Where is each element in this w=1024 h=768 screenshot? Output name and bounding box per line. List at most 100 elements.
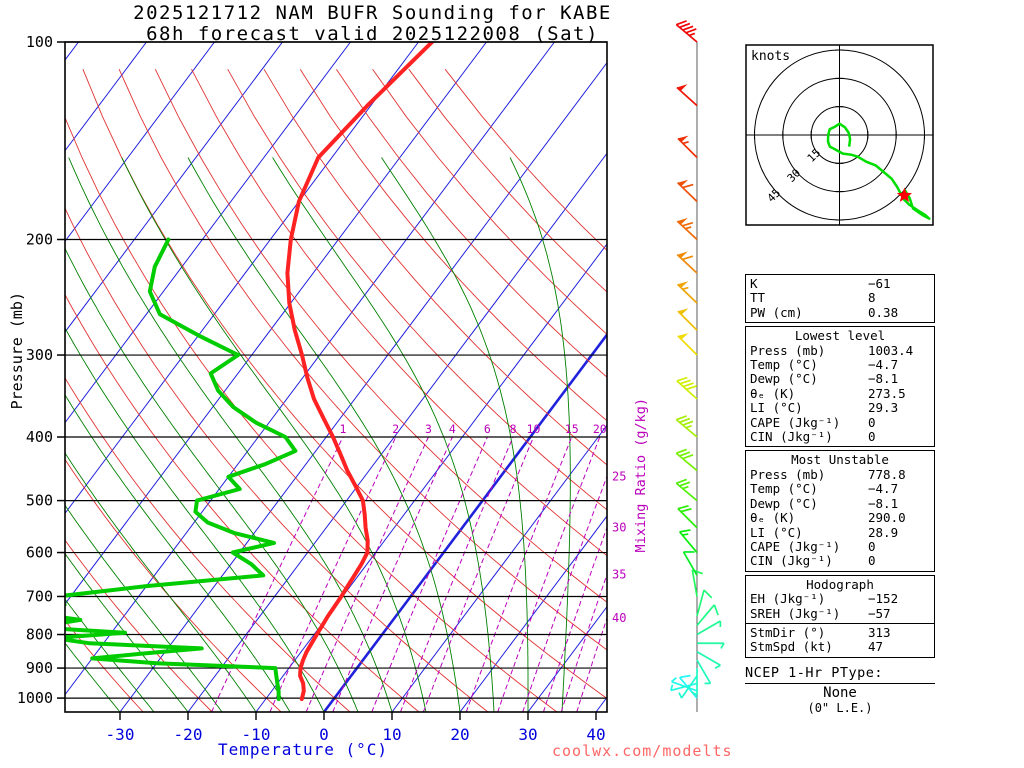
stats-panel: K −61 TT 8 PW (cm) 0.38 Lowest level Press (m… [745, 274, 935, 715]
ptype-block: NCEP 1-Hr PType: None (0" L.E.) [745, 665, 935, 715]
stat-row: CAPE (Jkg⁻¹) 0 [750, 538, 930, 554]
mixing-ratio-labels: 1 2 3 4 6 8 10 15 20 25 30 35 40 [340, 422, 627, 625]
stat-label: Press (mb) [750, 466, 826, 482]
stat-label: CIN (Jkg⁻¹) [750, 429, 833, 445]
hodograph-stats-box: Hodograph EH (Jkg⁻¹) −152 SREH (Jkg⁻¹) −57 … [745, 574, 935, 658]
stat-row: SREH (Jkg⁻¹) −57 [750, 605, 930, 621]
stat-value: −61 [868, 276, 891, 291]
svg-text:800: 800 [26, 626, 53, 644]
stat-label: θₑ (K) [750, 385, 796, 401]
stat-label: K [750, 276, 758, 291]
svg-text:20: 20 [593, 422, 607, 436]
stat-label: SREH (Jkg⁻¹) [750, 605, 841, 621]
most-unstable-box: Most Unstable Press (mb) 778.8 Temp (°C) −4… [745, 450, 935, 572]
stat-row: CIN (Jkg⁻¹) 0 [750, 429, 930, 445]
pressure-axis-label: Pressure (mb) [8, 292, 26, 410]
stat-value: −152 [868, 591, 899, 607]
stat-value: 0.38 [868, 304, 899, 320]
lowest-level-box: Lowest level Press (mb) 1003.4 Temp (°C) −4… [745, 326, 935, 448]
svg-text:40: 40 [586, 725, 605, 744]
stat-value: −8.1 [868, 371, 899, 387]
stat-value: 47 [868, 639, 884, 655]
most-unstable-title: Most Unstable [791, 452, 889, 468]
svg-text:15: 15 [565, 422, 579, 436]
svg-text:200: 200 [26, 231, 53, 249]
stat-value: 0 [868, 553, 876, 569]
hodograph-trace-group [826, 122, 931, 220]
stat-row: LI (°C) 28.9 [750, 524, 930, 540]
stat-row: CIN (Jkg⁻¹) 0 [750, 553, 930, 569]
stat-label: Temp (°C) [750, 481, 818, 497]
storm-motion-star [896, 187, 912, 202]
stat-value: 313 [868, 624, 891, 640]
svg-text:-10: -10 [242, 725, 271, 744]
stat-label: CAPE (Jkg⁻¹) [750, 414, 841, 430]
svg-text:-30: -30 [106, 725, 135, 744]
svg-text:0: 0 [319, 725, 329, 744]
stat-row: PW (cm) 0.38 [750, 304, 930, 320]
temperature-trace [285, 42, 435, 701]
ptype-heading: NCEP 1-Hr PType: [745, 665, 935, 685]
stat-label: PW (cm) [750, 304, 803, 320]
svg-text:2: 2 [392, 422, 399, 436]
stat-value: −8.1 [868, 495, 899, 511]
stat-label: StmDir (°) [750, 624, 826, 640]
stat-value: 8 [868, 290, 876, 306]
svg-text:400: 400 [26, 428, 53, 446]
svg-text:15: 15 [805, 146, 824, 165]
watermark: coolwx.com/modelts [552, 742, 733, 760]
svg-text:-20: -20 [174, 725, 203, 744]
stat-label: θₑ (K) [750, 510, 796, 526]
stat-label: StmSpd (kt) [750, 639, 833, 655]
svg-text:30: 30 [612, 521, 626, 535]
svg-text:600: 600 [26, 544, 53, 562]
stat-value: −4.7 [868, 357, 899, 373]
svg-text:45: 45 [765, 186, 784, 205]
mixing-ratio-axis-label: Mixing Ratio (g/kg) [633, 398, 649, 553]
svg-text:4: 4 [449, 422, 456, 436]
stat-value: −57 [868, 605, 891, 621]
stat-row: θₑ (K) 273.5 [750, 385, 930, 401]
stat-value: 290.0 [868, 510, 906, 526]
stat-row: Dewp (°C) −8.1 [750, 495, 930, 511]
indices-box: K −61 TT 8 PW (cm) 0.38 [745, 274, 935, 324]
svg-text:900: 900 [26, 659, 53, 677]
svg-text:30: 30 [518, 725, 537, 744]
svg-text:1: 1 [340, 422, 347, 436]
hodograph-trace [826, 122, 931, 220]
stat-value: 273.5 [868, 385, 906, 401]
stat-row: Dewp (°C) −8.1 [750, 371, 930, 387]
stat-label: Dewp (°C) [750, 371, 818, 387]
stat-row: K −61 [750, 276, 930, 291]
svg-text:20: 20 [450, 725, 469, 744]
svg-text:25: 25 [612, 469, 626, 483]
svg-text:100: 100 [26, 33, 53, 51]
temperature-axis-label: Temperature (°C) [217, 740, 389, 759]
stat-value: 0 [868, 429, 876, 445]
stat-label: LI (°C) [750, 524, 803, 540]
svg-text:3: 3 [425, 422, 432, 436]
stat-row: StmSpd (kt) 47 [750, 639, 930, 655]
svg-text:300: 300 [26, 346, 53, 364]
svg-text:500: 500 [26, 492, 53, 510]
stat-label: Temp (°C) [750, 357, 818, 373]
chart-title-line2: 68h forecast valid 2025122008 (Sat) [146, 23, 599, 45]
svg-text:6: 6 [484, 422, 491, 436]
stat-value: 1003.4 [868, 342, 914, 358]
stat-value: 28.9 [868, 524, 899, 540]
svg-text:10: 10 [382, 725, 401, 744]
svg-text:1000: 1000 [17, 689, 53, 707]
plot-frame [64, 41, 608, 713]
stat-label: CIN (Jkg⁻¹) [750, 553, 833, 569]
stat-row: Temp (°C) −4.7 [750, 481, 930, 497]
profiles [65, 42, 435, 701]
stat-value: 778.8 [868, 466, 906, 482]
stat-value: 0 [868, 538, 876, 554]
divider [746, 622, 934, 624]
stat-row: CAPE (Jkg⁻¹) 0 [750, 414, 930, 430]
svg-text:30: 30 [785, 166, 804, 185]
ptype-value: None [823, 685, 857, 702]
